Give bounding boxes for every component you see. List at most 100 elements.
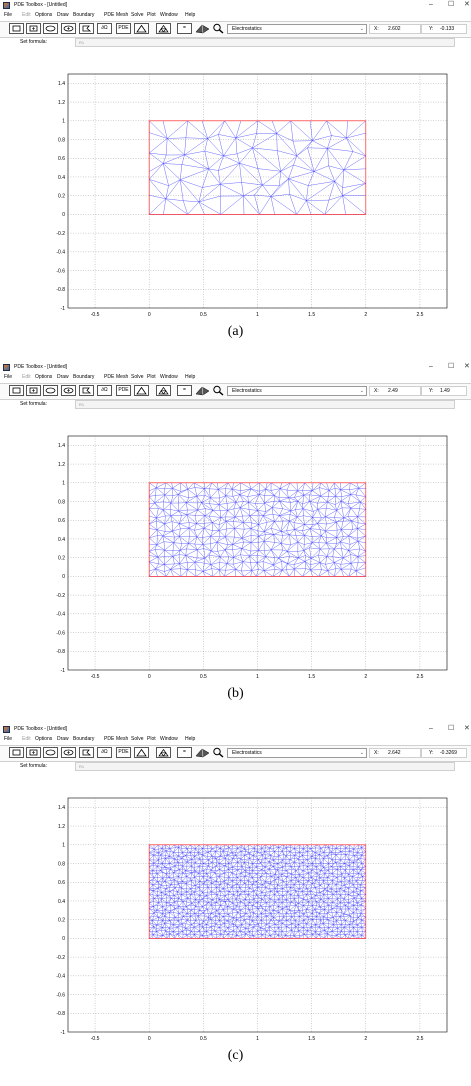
minimize-button[interactable]: –	[429, 1, 433, 8]
menu-item-file[interactable]: File	[4, 12, 13, 18]
menu-item-edit[interactable]: Edit	[22, 12, 31, 18]
chevron-down-icon: ⌄	[359, 750, 364, 756]
menu-item-pde[interactable]: PDE	[104, 736, 115, 742]
menu-item-boundary[interactable]: Boundary	[73, 374, 95, 380]
menu-item-plot[interactable]: Plot	[147, 374, 156, 380]
minimize-button[interactable]: –	[429, 725, 433, 732]
application-mode-value: Electrostatics	[232, 388, 262, 394]
menu-item-draw[interactable]: Draw	[57, 374, 69, 380]
menu-item-help[interactable]: Help	[185, 12, 196, 18]
menu-item-pde[interactable]: PDE	[104, 12, 115, 18]
plot-solution-button[interactable]	[195, 747, 210, 758]
draw-rectangle-centered-button[interactable]	[26, 385, 41, 396]
menu-item-mesh[interactable]: Mesh	[116, 12, 129, 18]
y-tick-label: -0.2	[56, 593, 65, 599]
menu-item-plot[interactable]: Plot	[147, 12, 156, 18]
pde-spec-button[interactable]: PDE	[116, 23, 131, 34]
menu-item-draw[interactable]: Draw	[57, 736, 69, 742]
solve-pde-button[interactable]: =	[177, 23, 192, 34]
title-bar: PDE Toolbox - [Untitled] – ☐ ✕	[0, 0, 471, 11]
y-tick-label: 1	[62, 843, 65, 849]
boundary-mode-button[interactable]: ∂Ω	[97, 385, 112, 396]
title-bar: PDE Toolbox - [Untitled] – ☐ ✕	[0, 724, 471, 735]
x-tick-label: 2	[364, 312, 367, 318]
draw-ellipse-button[interactable]	[43, 385, 58, 396]
refine-mesh-button[interactable]	[156, 747, 171, 758]
menu-item-draw[interactable]: Draw	[57, 12, 69, 18]
maximize-button[interactable]: ☐	[448, 363, 455, 370]
draw-ellipse-centered-button[interactable]	[61, 23, 76, 34]
draw-rectangle-button[interactable]	[9, 23, 24, 34]
mesh-axes[interactable]: -0.5 0 0.5 1 1.5 2 2.5 1.4 1.2 1 0.8 0.6 0.4 0.2 0 -0.2…	[0, 422, 471, 682]
menu-item-options[interactable]: Options	[35, 736, 53, 742]
menu-item-pde[interactable]: PDE	[104, 374, 115, 380]
set-formula-input[interactable]: R1	[75, 400, 455, 409]
menu-item-window[interactable]: Window	[160, 374, 178, 380]
menu-item-edit[interactable]: Edit	[22, 374, 31, 380]
minimize-button[interactable]: –	[429, 363, 433, 370]
boundary-mode-button[interactable]: ∂Ω	[97, 747, 112, 758]
menu-item-options[interactable]: Options	[35, 12, 53, 18]
menu-item-options[interactable]: Options	[35, 374, 53, 380]
refine-mesh-button[interactable]	[156, 23, 171, 34]
refine-mesh-button[interactable]	[156, 385, 171, 396]
mesh-axes[interactable]: -0.5 0 0.5 1 1.5 2 2.5 1.4 1.2 1 0.8 0.6 0.4 0.2 0 -0.2…	[0, 784, 471, 1044]
draw-polygon-button[interactable]	[79, 747, 94, 758]
menu-item-help[interactable]: Help	[185, 736, 196, 742]
draw-rectangle-centered-button[interactable]	[26, 747, 41, 758]
set-formula-input[interactable]: R1	[75, 38, 455, 47]
init-mesh-button[interactable]	[134, 385, 149, 396]
menu-item-help[interactable]: Help	[185, 374, 196, 380]
draw-ellipse-button[interactable]	[43, 23, 58, 34]
menu-item-boundary[interactable]: Boundary	[73, 12, 95, 18]
draw-ellipse-centered-button[interactable]	[61, 747, 76, 758]
menu-item-mesh[interactable]: Mesh	[116, 374, 129, 380]
menu-item-solve[interactable]: Solve	[131, 736, 144, 742]
maximize-button[interactable]: ☐	[448, 725, 455, 732]
close-button[interactable]: ✕	[464, 725, 470, 732]
application-mode-select[interactable]: Electrostatics ⌄	[227, 748, 367, 758]
menu-item-mesh[interactable]: Mesh	[116, 736, 129, 742]
pde-toolbox-window: PDE Toolbox - [Untitled] – ☐ ✕ File Edit Optio…	[0, 362, 471, 422]
pde-spec-button[interactable]: PDE	[116, 747, 131, 758]
menu-item-file[interactable]: File	[4, 736, 13, 742]
solve-pde-button[interactable]: =	[177, 747, 192, 758]
y-tick-label: 0.6	[58, 156, 65, 162]
menu-item-boundary[interactable]: Boundary	[73, 736, 95, 742]
menu-item-solve[interactable]: Solve	[131, 12, 144, 18]
maximize-button[interactable]: ☐	[448, 1, 455, 8]
menu-item-window[interactable]: Window	[160, 12, 178, 18]
application-mode-select[interactable]: Electrostatics ⌄	[227, 386, 367, 396]
menu-item-file[interactable]: File	[4, 374, 13, 380]
mesh-axes[interactable]: -0.5 0 0.5 1 1.5 2 2.5 1.4 1.2 1 0.8 0.6 0.4 0.2 0 -0.2…	[0, 60, 471, 320]
draw-rectangle-button[interactable]	[9, 385, 24, 396]
window-title: PDE Toolbox - [Untitled]	[14, 726, 67, 732]
draw-rectangle-centered-button[interactable]	[26, 23, 41, 34]
draw-ellipse-button[interactable]	[43, 747, 58, 758]
x-tick-label: 2.5	[416, 312, 423, 318]
plot-solution-button[interactable]	[195, 385, 210, 396]
pde-spec-button[interactable]: PDE	[116, 385, 131, 396]
init-mesh-button[interactable]	[134, 23, 149, 34]
menu-item-solve[interactable]: Solve	[131, 374, 144, 380]
draw-polygon-button[interactable]	[79, 23, 94, 34]
refined-mesh-icon	[158, 24, 169, 33]
menu-item-edit[interactable]: Edit	[22, 736, 31, 742]
close-button[interactable]: ✕	[464, 363, 470, 370]
application-mode-select[interactable]: Electrostatics ⌄	[227, 24, 367, 34]
solve-pde-button[interactable]: =	[177, 385, 192, 396]
plot-solution-button[interactable]	[195, 23, 210, 34]
zoom-button[interactable]	[211, 385, 226, 396]
menu-item-window[interactable]: Window	[160, 736, 178, 742]
boundary-mode-button[interactable]: ∂Ω	[97, 23, 112, 34]
draw-ellipse-centered-button[interactable]	[61, 385, 76, 396]
close-button[interactable]: ✕	[464, 1, 470, 8]
zoom-button[interactable]	[211, 747, 226, 758]
zoom-button[interactable]	[211, 23, 226, 34]
draw-polygon-button[interactable]	[79, 385, 94, 396]
draw-rectangle-button[interactable]	[9, 747, 24, 758]
refined-mesh-icon	[158, 386, 169, 395]
init-mesh-button[interactable]	[134, 747, 149, 758]
set-formula-input[interactable]: R1	[75, 762, 455, 771]
menu-item-plot[interactable]: Plot	[147, 736, 156, 742]
